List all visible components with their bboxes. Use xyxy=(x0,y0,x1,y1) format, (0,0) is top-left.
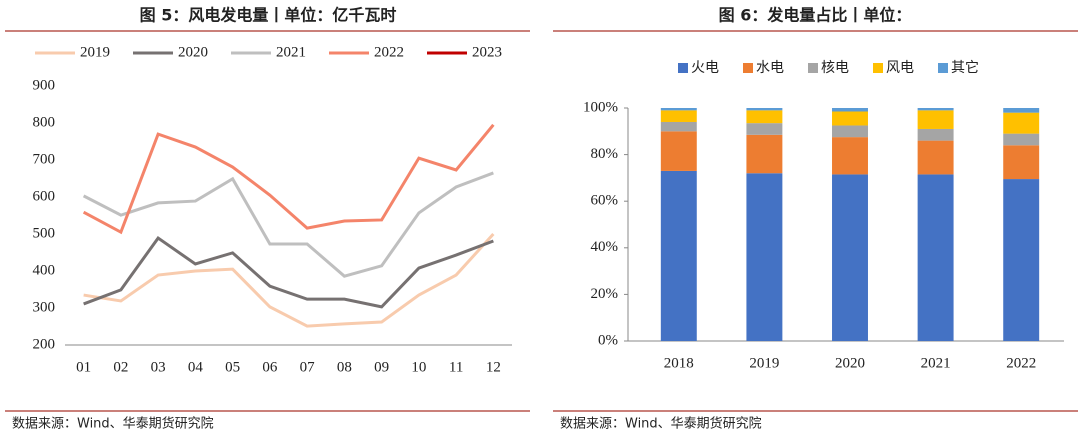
bar-segment xyxy=(660,131,697,171)
bar-segment xyxy=(917,128,954,141)
legend-label: 2020 xyxy=(178,44,208,60)
bar-segment xyxy=(917,140,954,175)
x-tick-label: 04 xyxy=(188,359,204,375)
legend-label: 2019 xyxy=(80,44,110,60)
y-tick-label: 60% xyxy=(591,193,619,209)
x-tick-label: 2020 xyxy=(835,355,865,371)
bar-segment xyxy=(746,108,783,111)
y-tick-label: 40% xyxy=(591,239,619,255)
x-tick-label: 08 xyxy=(337,359,352,375)
y-tick-label: 800 xyxy=(33,114,56,130)
y-tick-label: 80% xyxy=(591,146,619,162)
legend-label: 风电 xyxy=(886,60,914,76)
x-tick-label: 06 xyxy=(262,359,278,375)
bar-segment xyxy=(832,137,868,175)
x-tick-label: 01 xyxy=(76,359,91,375)
y-tick-label: 700 xyxy=(33,151,56,167)
bar-segment xyxy=(832,174,868,341)
x-tick-label: 12 xyxy=(486,359,501,375)
x-tick-label: 07 xyxy=(300,359,316,375)
legend-swatch xyxy=(808,63,818,73)
bar-segment xyxy=(832,111,868,126)
legend-label: 火电 xyxy=(691,60,719,76)
legend-swatch xyxy=(873,63,883,73)
y-tick-label: 20% xyxy=(591,286,619,302)
y-tick-label: 900 xyxy=(33,77,56,93)
legend-label: 核电 xyxy=(821,60,849,76)
bar-segment xyxy=(1003,112,1040,134)
source-note: 数据来源：Wind、华泰期货研究院 xyxy=(12,416,214,432)
bar-segment xyxy=(660,121,697,132)
legend-label: 水电 xyxy=(756,60,784,76)
legend-label: 2022 xyxy=(374,44,404,60)
bar-segment xyxy=(746,110,783,124)
bar-segment xyxy=(746,134,783,174)
x-tick-label: 10 xyxy=(411,359,426,375)
legend-label: 其它 xyxy=(951,59,979,76)
legend-swatch xyxy=(743,63,753,73)
y-tick-label: 200 xyxy=(33,336,56,352)
x-tick-label: 2019 xyxy=(749,355,779,371)
bar-segment xyxy=(660,110,697,122)
chart-title: 图 5：风电发电量丨单位：亿千瓦时 xyxy=(140,6,397,25)
series-line xyxy=(83,232,495,328)
y-tick-label: 400 xyxy=(33,262,56,278)
source-note: 数据来源：Wind、华泰期货研究院 xyxy=(560,416,762,432)
legend-swatch xyxy=(938,63,948,73)
bar-segment xyxy=(917,108,954,111)
y-tick-label: 0% xyxy=(598,332,618,348)
x-tick-label: 02 xyxy=(113,359,128,375)
x-tick-label: 2021 xyxy=(921,355,951,371)
bar-segment xyxy=(1003,133,1040,146)
bar-segment xyxy=(660,170,697,341)
bar-segment xyxy=(1003,145,1040,180)
legend-label: 2021 xyxy=(276,44,306,60)
y-tick-label: 500 xyxy=(33,225,56,241)
series-line xyxy=(83,235,494,309)
bar-segment xyxy=(1003,179,1040,341)
series-line xyxy=(82,123,495,235)
y-tick-label: 600 xyxy=(33,188,56,204)
y-tick-label: 100% xyxy=(583,99,618,115)
chart-title: 图 6：发电量占比丨单位： xyxy=(719,6,912,25)
bar-segment xyxy=(660,108,697,111)
series-line xyxy=(82,171,494,278)
bar-segment xyxy=(746,123,783,135)
y-tick-label: 300 xyxy=(33,299,56,315)
bar-segment xyxy=(917,110,954,129)
bar-segment xyxy=(832,108,868,112)
bar-segment xyxy=(832,125,868,138)
x-tick-label: 09 xyxy=(374,359,389,375)
x-tick-label: 11 xyxy=(449,359,463,375)
legend-swatch xyxy=(678,63,688,73)
bar-segment xyxy=(917,174,954,341)
bar-segment xyxy=(1003,108,1040,113)
x-tick-label: 2018 xyxy=(664,355,694,371)
legend-label: 2023 xyxy=(472,44,502,60)
x-tick-label: 03 xyxy=(151,359,166,375)
x-tick-label: 05 xyxy=(225,359,240,375)
x-tick-label: 2022 xyxy=(1006,355,1036,371)
bar-segment xyxy=(746,173,783,341)
